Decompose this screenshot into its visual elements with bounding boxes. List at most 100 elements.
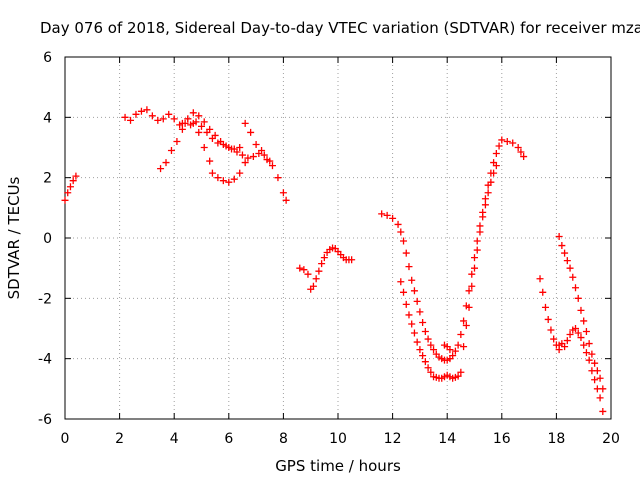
y-axis-label: SDTVAR / TECUs <box>5 176 23 299</box>
data-point <box>413 297 421 305</box>
data-point <box>520 153 528 161</box>
data-point <box>566 264 574 272</box>
data-point <box>413 338 421 346</box>
series-seg6 <box>241 119 290 204</box>
data-point <box>465 287 473 295</box>
data-point <box>170 115 178 123</box>
data-point <box>127 116 135 124</box>
data-point <box>394 220 402 228</box>
data-point <box>561 249 569 257</box>
data-point <box>318 260 326 268</box>
series-seg14 <box>555 325 607 415</box>
data-point <box>427 341 435 349</box>
data-point <box>200 144 208 151</box>
data-point <box>457 368 465 376</box>
data-point <box>154 116 162 124</box>
x-tick-label: 0 <box>61 431 70 447</box>
data-point <box>457 331 465 339</box>
data-point <box>222 142 230 150</box>
data-point <box>484 189 492 197</box>
data-point <box>517 148 525 156</box>
data-point <box>596 394 604 402</box>
data-point <box>206 125 214 133</box>
data-point <box>252 140 260 148</box>
x-axis-label: GPS time / hours <box>275 457 401 475</box>
data-point <box>249 153 257 161</box>
data-point <box>449 352 457 360</box>
data-point <box>462 321 470 329</box>
data-point <box>304 270 312 278</box>
data-point <box>569 273 577 281</box>
data-point <box>582 328 590 336</box>
data-point <box>593 367 601 375</box>
data-point <box>596 374 604 382</box>
data-point <box>490 169 498 177</box>
data-point <box>577 306 585 314</box>
y-tick-label: 0 <box>43 231 52 247</box>
data-point <box>348 256 356 264</box>
data-point <box>503 137 511 145</box>
chart-title: Day 076 of 2018, Sidereal Day-to-day VTE… <box>40 19 640 37</box>
series-seg5 <box>208 159 249 186</box>
data-point <box>451 347 459 355</box>
data-point <box>400 237 408 245</box>
data-point <box>421 358 429 366</box>
data-point <box>599 407 607 415</box>
data-point <box>454 372 462 380</box>
data-point <box>400 288 408 296</box>
data-point <box>206 157 214 165</box>
data-point <box>198 122 205 130</box>
data-point <box>282 196 290 204</box>
data-point <box>574 294 582 302</box>
data-point <box>148 112 156 120</box>
data-point <box>296 264 304 272</box>
data-point <box>159 115 167 123</box>
data-point <box>536 275 544 283</box>
data-point <box>558 242 566 250</box>
data-point <box>430 346 438 354</box>
data-point <box>599 385 607 393</box>
data-point <box>184 115 192 123</box>
data-point <box>61 196 69 204</box>
data-point <box>195 112 203 120</box>
grid <box>65 57 611 419</box>
data-point <box>473 246 481 254</box>
data-point <box>492 150 500 158</box>
x-tick-label: 14 <box>438 431 456 447</box>
y-tick-label: -4 <box>38 352 52 368</box>
series-seg4 <box>178 115 214 165</box>
data-point <box>268 162 276 170</box>
data-point <box>233 148 241 156</box>
series-seg1 <box>61 172 80 204</box>
data-point <box>572 325 580 332</box>
data-point <box>64 189 72 197</box>
y-tick-label: 4 <box>43 110 52 126</box>
data-point <box>476 222 484 230</box>
data-point <box>471 254 478 262</box>
data-point <box>383 211 391 219</box>
x-tick-label: 16 <box>493 431 511 447</box>
data-point <box>236 169 244 177</box>
data-point <box>446 346 454 354</box>
data-point <box>132 110 140 118</box>
data-point <box>487 178 495 186</box>
data-point <box>279 189 287 197</box>
data-point <box>189 119 197 127</box>
data-point <box>561 343 569 351</box>
data-point <box>230 175 238 183</box>
data-point <box>419 352 427 360</box>
data-point <box>471 264 478 272</box>
y-tick-label: 6 <box>43 50 52 66</box>
data-points <box>61 106 607 415</box>
data-point <box>473 237 481 245</box>
data-point <box>178 119 186 127</box>
data-point <box>421 328 429 336</box>
data-point <box>236 144 244 151</box>
data-point <box>165 110 173 118</box>
data-point <box>492 162 500 170</box>
data-point <box>312 275 320 283</box>
data-point <box>481 201 489 209</box>
data-point <box>228 145 236 153</box>
data-point <box>167 147 175 155</box>
